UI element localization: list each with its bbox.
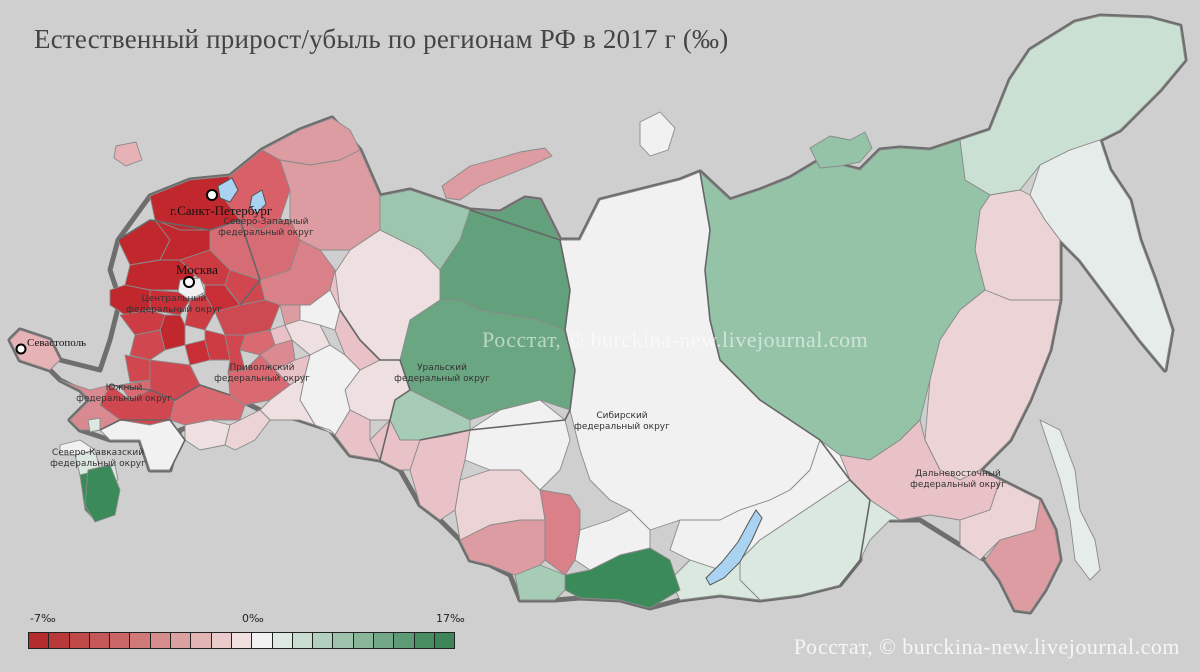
region-new-siberian — [809, 131, 873, 169]
legend-cell — [129, 632, 151, 649]
region-novaya-zemlya — [441, 147, 553, 201]
city-marker-sevastopol — [15, 343, 27, 355]
legend-cell — [271, 632, 293, 649]
region-orel — [129, 329, 166, 361]
legend-cell — [251, 632, 273, 649]
region-bryansk — [119, 309, 166, 336]
region-kemerovo — [539, 489, 581, 576]
region-khakassia — [574, 509, 651, 571]
district-label-ural-1: Уральский — [417, 363, 467, 373]
region-karachay — [59, 439, 96, 456]
watermark-bottom: Росстат, © burckina-new.livejournal.com — [793, 634, 1180, 659]
legend-cell — [109, 632, 131, 649]
border-siberia-fareast — [699, 171, 871, 586]
legend-cell — [230, 632, 253, 649]
city-marker-moscow — [183, 276, 195, 288]
district-label-south-1: Южный — [106, 383, 143, 393]
region-kamchatka — [1029, 139, 1173, 371]
region-crimea — [9, 329, 61, 371]
legend-cell — [291, 632, 314, 649]
legend-cell — [190, 632, 212, 649]
legend-cell — [352, 632, 375, 649]
region-kaluga — [149, 289, 191, 316]
legend-cell — [149, 632, 172, 649]
border-volga-ural — [339, 309, 411, 461]
lake-onega — [249, 189, 267, 215]
border-central-south — [109, 384, 231, 401]
legend-cell — [210, 632, 232, 649]
district-label-ural-2: федеральный округ — [394, 374, 490, 384]
district-label-south-2: федеральный округ — [76, 394, 172, 404]
legend-cell — [332, 632, 354, 649]
lake-ladoga — [217, 177, 239, 203]
region-kaliningrad — [113, 141, 143, 167]
legend-cell — [413, 632, 435, 649]
region-ryazan — [184, 294, 216, 331]
region-astrakhan — [224, 409, 271, 451]
legend-cell — [48, 632, 70, 649]
legend-cell — [68, 632, 90, 649]
city-label-sevastopol: Севастополь — [27, 337, 86, 349]
border-ural-siberia — [419, 209, 576, 441]
region-sakhalin — [1039, 419, 1101, 581]
map-title: Естественный прирост/убыль по регионам Р… — [34, 24, 729, 54]
region-kursk — [124, 354, 151, 383]
district-label-fareast-1: Дальневосточный — [915, 469, 1001, 479]
legend-cell — [393, 632, 415, 649]
legend-cell — [88, 632, 111, 649]
region-ivanovo — [224, 284, 241, 306]
district-label-ncaucasus-1: Северо-Кавказский — [52, 448, 144, 458]
city-label-moscow: Москва — [176, 262, 218, 277]
border-nw-central — [117, 219, 261, 306]
legend-mid-label: 0‰ — [242, 612, 264, 625]
lake-baikal — [705, 509, 763, 586]
region-dagestan — [84, 464, 121, 523]
city-label-spb: г.Санкт-Петербург — [170, 203, 272, 218]
region-franz-josef — [639, 111, 676, 157]
region-kalmykia — [184, 419, 231, 451]
district-label-fareast-2: федеральный округ — [910, 480, 1006, 490]
legend-max-label: 17‰ — [436, 612, 465, 625]
region-zabaykalsky — [739, 479, 901, 601]
legend-cell — [433, 632, 456, 649]
district-label-nw-2: федеральный округ — [218, 228, 314, 238]
legend-cell — [373, 632, 395, 649]
district-label-volga-1: Приволжский — [229, 363, 294, 373]
border-south-caucasus — [99, 419, 186, 471]
legend-color-bar — [28, 632, 456, 649]
watermark-center: Росстат, © burckina-new.livejournal.com — [482, 327, 869, 352]
legend-cell — [312, 632, 334, 649]
color-legend: -7‰ 0‰ 17‰ — [28, 612, 468, 656]
region-perm — [329, 269, 381, 371]
legend-cell — [170, 632, 192, 649]
legend-min-label: -7‰ — [30, 612, 56, 625]
region-adygea — [87, 417, 101, 433]
district-label-central-2: федеральный округ — [126, 305, 222, 315]
district-label-central-1: Центральный — [142, 294, 207, 304]
legend-cell — [28, 632, 50, 649]
region-primorye — [984, 499, 1061, 613]
region-tambov — [204, 329, 231, 361]
district-label-siberia-1: Сибирский — [596, 411, 647, 421]
district-label-nw-1: Северо-Западный — [224, 217, 309, 227]
city-marker-spb — [206, 189, 218, 201]
district-label-volga-2: федеральный округ — [214, 374, 310, 384]
district-label-ncaucasus-2: федеральный округ — [50, 459, 146, 469]
district-label-siberia-2: федеральный округ — [574, 422, 670, 432]
